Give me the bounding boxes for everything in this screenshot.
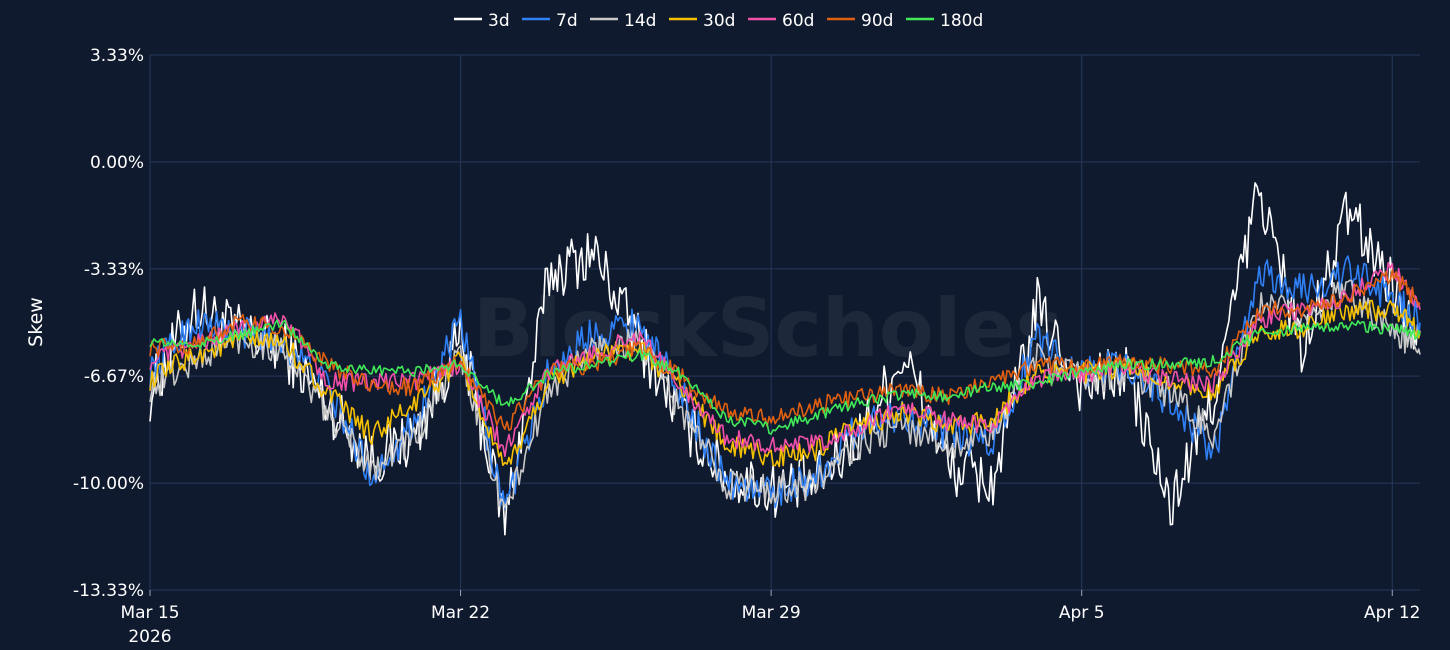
legend-item-7d[interactable]: 7d (522, 11, 578, 31)
y-axis-ticks: 3.33% 0.00% -3.33% -6.67% -10.00% -13.33% (73, 46, 144, 601)
legend-item-14d[interactable]: 14d (590, 11, 656, 31)
y-axis-title: Skew (25, 297, 47, 347)
legend-item-30d[interactable]: 30d (669, 11, 735, 31)
series-layer (149, 182, 1421, 536)
legend: 3d 7d 14d 30d 60d 90d 180d (454, 11, 983, 31)
y-tick-label: 3.33% (90, 46, 144, 66)
x-tick-label: Apr 5 (1059, 603, 1105, 623)
series-line-3d (149, 182, 1421, 536)
x-tick-sublabel: 2026 (128, 627, 171, 647)
y-tick-label: -13.33% (73, 581, 144, 601)
legend-item-180d[interactable]: 180d (906, 11, 983, 31)
series-line-180d (149, 319, 1421, 435)
y-tick-label: -6.67% (84, 367, 144, 387)
y-tick-label: -3.33% (84, 260, 144, 280)
x-tick-label: Mar 15 (120, 603, 179, 623)
legend-item-60d[interactable]: 60d (748, 11, 814, 31)
series-line-14d (149, 279, 1421, 509)
legend-label: 90d (861, 11, 893, 31)
legend-item-90d[interactable]: 90d (827, 11, 893, 31)
legend-label: 14d (624, 11, 656, 31)
y-tick-label: -10.00% (73, 474, 144, 494)
legend-label: 180d (940, 11, 983, 31)
x-axis-ticks: Mar 15 2026 Mar 22 Mar 29 Apr 5 Apr 12 (120, 603, 1420, 647)
legend-label: 3d (488, 11, 510, 31)
series-line-60d (149, 261, 1421, 458)
x-tick-label: Mar 22 (431, 603, 490, 623)
x-tick-label: Apr 12 (1364, 603, 1420, 623)
legend-label: 60d (782, 11, 814, 31)
legend-item-3d[interactable]: 3d (454, 11, 510, 31)
x-tick-label: Mar 29 (742, 603, 801, 623)
legend-label: 30d (703, 11, 735, 31)
watermark: BlockScholes (473, 282, 1063, 375)
y-tick-label: 0.00% (90, 153, 144, 173)
legend-label: 7d (556, 11, 578, 31)
